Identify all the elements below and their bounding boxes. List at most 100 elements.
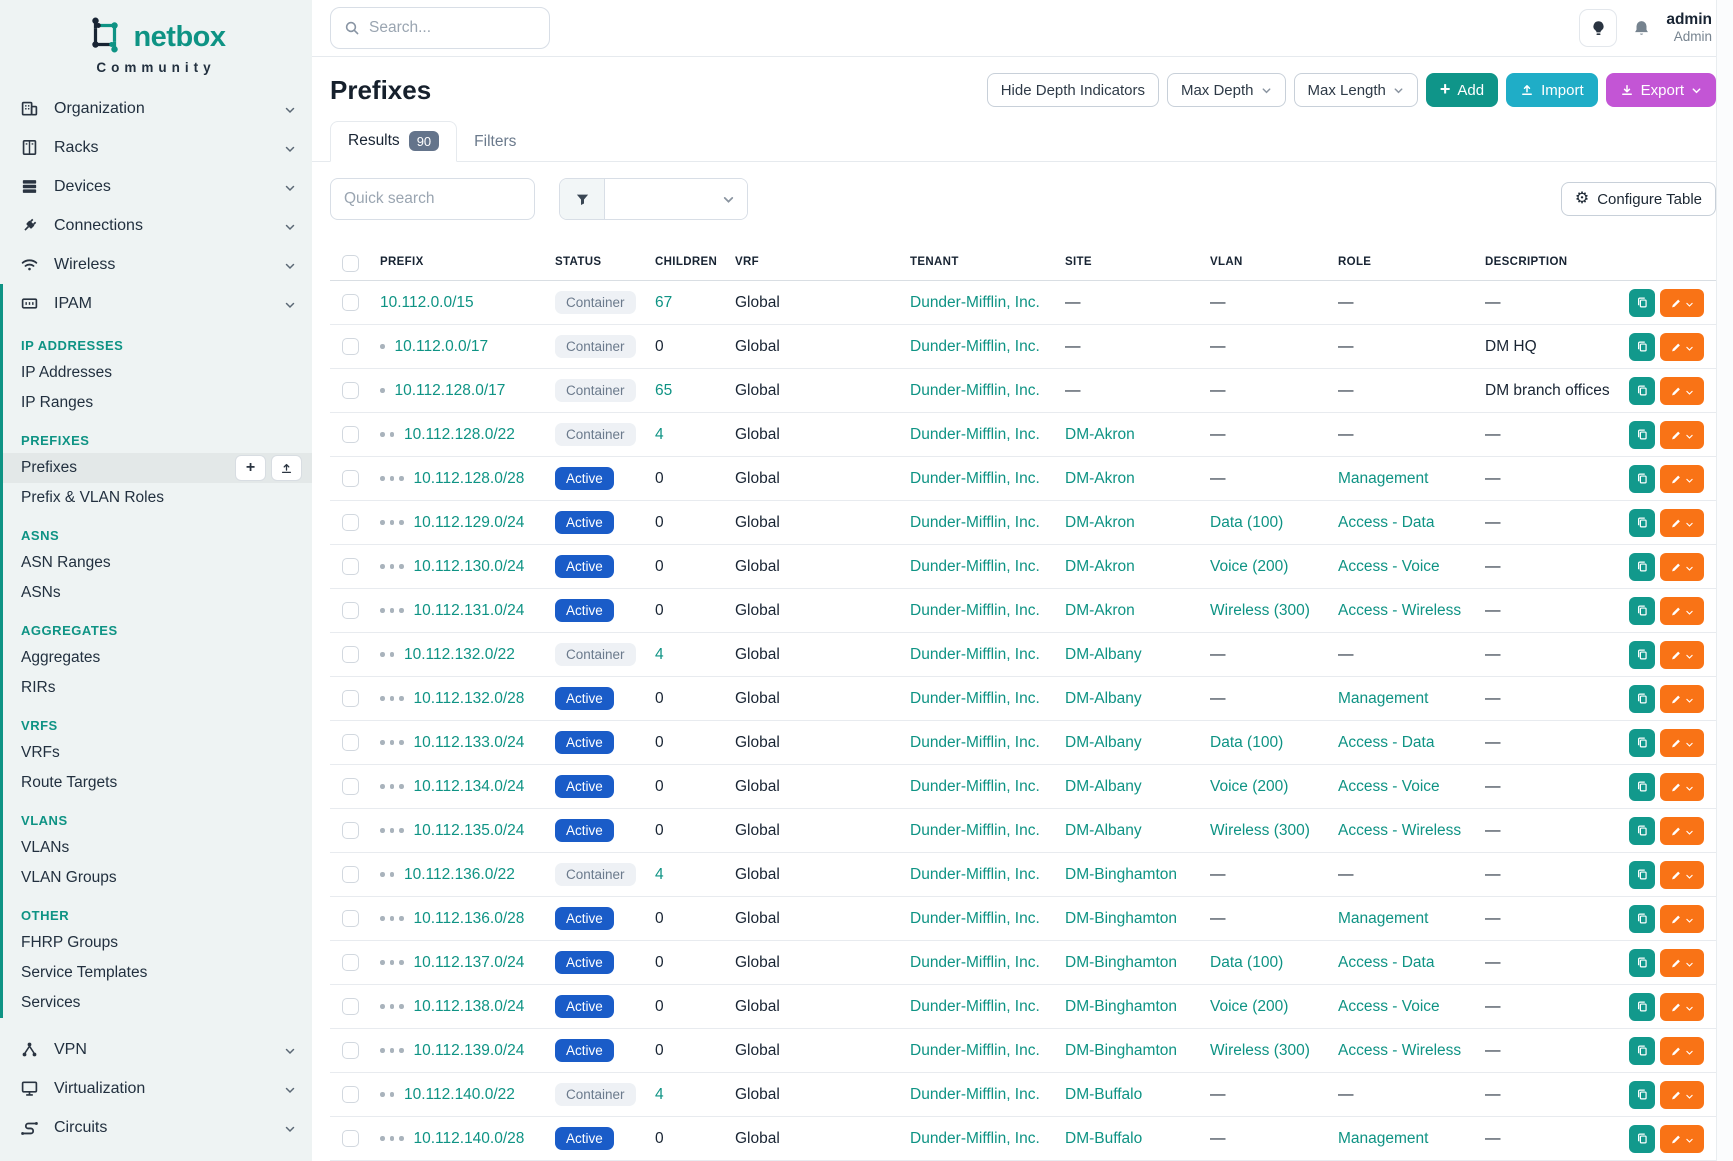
- tenant-link[interactable]: Dunder-Mifflin, Inc.: [910, 558, 1040, 575]
- tab-filters[interactable]: Filters: [457, 124, 533, 161]
- children-link[interactable]: 4: [655, 866, 664, 883]
- prefix-link[interactable]: 10.112.133.0/24: [414, 734, 525, 751]
- sidebar-item-ip-ranges[interactable]: IP Ranges: [3, 388, 312, 418]
- clone-button[interactable]: [1629, 949, 1655, 977]
- row-checkbox[interactable]: [342, 1086, 359, 1103]
- role-link[interactable]: Management: [1338, 1130, 1428, 1147]
- sidebar-item-prefixes[interactable]: Prefixes+: [3, 453, 312, 483]
- clone-button[interactable]: [1629, 685, 1655, 713]
- sidebar-item-vrfs[interactable]: VRFs: [3, 738, 312, 768]
- prefix-link[interactable]: 10.112.140.0/28: [414, 1130, 525, 1147]
- row-checkbox[interactable]: [342, 426, 359, 443]
- configure-table-button[interactable]: ⚙ Configure Table: [1561, 182, 1716, 216]
- vlan-link[interactable]: Voice (200): [1210, 998, 1288, 1015]
- edit-dropdown-button[interactable]: [1660, 685, 1704, 713]
- prefix-link[interactable]: 10.112.0.0/15: [380, 294, 474, 311]
- tenant-link[interactable]: Dunder-Mifflin, Inc.: [910, 822, 1040, 839]
- row-checkbox[interactable]: [342, 514, 359, 531]
- clone-button[interactable]: [1629, 773, 1655, 801]
- site-link[interactable]: DM-Akron: [1065, 426, 1135, 443]
- sidebar-item-asns[interactable]: ASNs: [3, 578, 312, 608]
- sidebar-item-ipam[interactable]: IPAM: [3, 284, 312, 323]
- row-checkbox[interactable]: [342, 866, 359, 883]
- site-link[interactable]: DM-Albany: [1065, 646, 1142, 663]
- theme-toggle-button[interactable]: [1579, 9, 1617, 47]
- export-dropdown-button[interactable]: Export: [1606, 73, 1716, 107]
- vlan-link[interactable]: Wireless (300): [1210, 822, 1310, 839]
- sidebar-item-aggregates[interactable]: Aggregates: [3, 643, 312, 673]
- sidebar-item-virtualization[interactable]: Virtualization: [0, 1069, 312, 1108]
- tenant-link[interactable]: Dunder-Mifflin, Inc.: [910, 602, 1040, 619]
- hide-depth-indicators-button[interactable]: Hide Depth Indicators: [987, 73, 1159, 107]
- vlan-link[interactable]: Wireless (300): [1210, 602, 1310, 619]
- quick-import-button[interactable]: [271, 455, 302, 481]
- edit-dropdown-button[interactable]: [1660, 1037, 1704, 1065]
- sidebar-item-prefix-vlan-roles[interactable]: Prefix & VLAN Roles: [3, 483, 312, 513]
- role-link[interactable]: Access - Wireless: [1338, 1042, 1461, 1059]
- site-link[interactable]: DM-Albany: [1065, 778, 1142, 795]
- clone-button[interactable]: [1629, 993, 1655, 1021]
- tenant-link[interactable]: Dunder-Mifflin, Inc.: [910, 514, 1040, 531]
- site-link[interactable]: DM-Akron: [1065, 602, 1135, 619]
- site-link[interactable]: DM-Akron: [1065, 514, 1135, 531]
- site-link[interactable]: DM-Binghamton: [1065, 910, 1177, 927]
- row-checkbox[interactable]: [342, 470, 359, 487]
- sidebar-item-fhrp-groups[interactable]: FHRP Groups: [3, 928, 312, 958]
- search-input[interactable]: [369, 19, 536, 37]
- tenant-link[interactable]: Dunder-Mifflin, Inc.: [910, 470, 1040, 487]
- sidebar-item-circuits[interactable]: Circuits: [0, 1108, 312, 1147]
- tenant-link[interactable]: Dunder-Mifflin, Inc.: [910, 954, 1040, 971]
- role-link[interactable]: Management: [1338, 690, 1428, 707]
- row-checkbox[interactable]: [342, 822, 359, 839]
- tenant-link[interactable]: Dunder-Mifflin, Inc.: [910, 338, 1040, 355]
- sidebar-item-connections[interactable]: Connections: [0, 206, 312, 245]
- role-link[interactable]: Management: [1338, 910, 1428, 927]
- user-menu[interactable]: admin Admin: [1666, 11, 1712, 44]
- edit-dropdown-button[interactable]: [1660, 949, 1704, 977]
- tenant-link[interactable]: Dunder-Mifflin, Inc.: [910, 998, 1040, 1015]
- prefix-link[interactable]: 10.112.0.0/17: [395, 338, 489, 355]
- prefix-link[interactable]: 10.112.136.0/28: [414, 910, 525, 927]
- edit-dropdown-button[interactable]: [1660, 553, 1704, 581]
- max-length-dropdown[interactable]: Max Length: [1294, 73, 1418, 107]
- prefix-link[interactable]: 10.112.128.0/28: [414, 470, 525, 487]
- children-link[interactable]: 4: [655, 1086, 664, 1103]
- prefix-link[interactable]: 10.112.132.0/22: [404, 646, 515, 663]
- site-link[interactable]: DM-Binghamton: [1065, 1042, 1177, 1059]
- row-checkbox[interactable]: [342, 558, 359, 575]
- tenant-link[interactable]: Dunder-Mifflin, Inc.: [910, 1086, 1040, 1103]
- prefix-link[interactable]: 10.112.134.0/24: [414, 778, 525, 795]
- prefix-link[interactable]: 10.112.137.0/24: [414, 954, 525, 971]
- tenant-link[interactable]: Dunder-Mifflin, Inc.: [910, 382, 1040, 399]
- edit-dropdown-button[interactable]: [1660, 817, 1704, 845]
- select-all-checkbox[interactable]: [342, 255, 359, 272]
- add-button[interactable]: + Add: [1426, 73, 1498, 107]
- prefix-link[interactable]: 10.112.132.0/28: [414, 690, 525, 707]
- vlan-link[interactable]: Data (100): [1210, 734, 1283, 751]
- edit-dropdown-button[interactable]: [1660, 729, 1704, 757]
- tenant-link[interactable]: Dunder-Mifflin, Inc.: [910, 866, 1040, 883]
- tenant-link[interactable]: Dunder-Mifflin, Inc.: [910, 778, 1040, 795]
- clone-button[interactable]: [1629, 289, 1655, 317]
- clone-button[interactable]: [1629, 421, 1655, 449]
- tenant-link[interactable]: Dunder-Mifflin, Inc.: [910, 646, 1040, 663]
- edit-dropdown-button[interactable]: [1660, 597, 1704, 625]
- edit-dropdown-button[interactable]: [1660, 1081, 1704, 1109]
- tenant-link[interactable]: Dunder-Mifflin, Inc.: [910, 910, 1040, 927]
- children-link[interactable]: 4: [655, 426, 664, 443]
- role-link[interactable]: Access - Wireless: [1338, 602, 1461, 619]
- prefix-link[interactable]: 10.112.139.0/24: [414, 1042, 525, 1059]
- tenant-link[interactable]: Dunder-Mifflin, Inc.: [910, 1130, 1040, 1147]
- role-link[interactable]: Access - Voice: [1338, 778, 1440, 795]
- site-link[interactable]: DM-Binghamton: [1065, 998, 1177, 1015]
- sidebar-item-route-targets[interactable]: Route Targets: [3, 768, 312, 798]
- bell-icon[interactable]: [1632, 19, 1651, 38]
- sidebar-item-services[interactable]: Services: [3, 988, 312, 1018]
- clone-button[interactable]: [1629, 729, 1655, 757]
- clone-button[interactable]: [1629, 861, 1655, 889]
- edit-dropdown-button[interactable]: [1660, 993, 1704, 1021]
- prefix-link[interactable]: 10.112.140.0/22: [404, 1086, 515, 1103]
- sidebar-item-devices[interactable]: Devices: [0, 167, 312, 206]
- quick-search-input[interactable]: [330, 178, 535, 220]
- tenant-link[interactable]: Dunder-Mifflin, Inc.: [910, 294, 1040, 311]
